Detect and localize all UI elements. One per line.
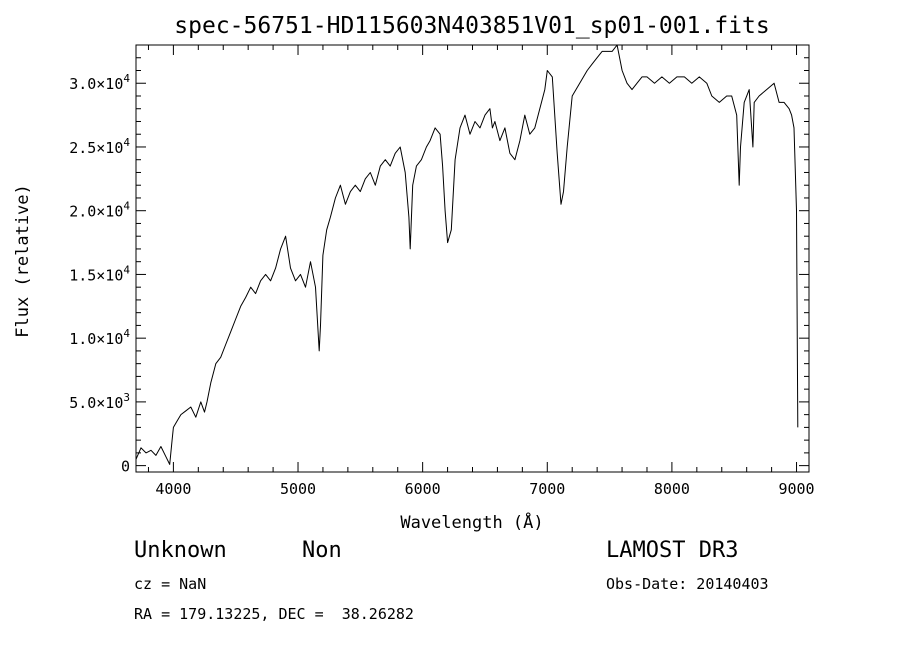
- x-axis-label: Wavelength (Å): [400, 511, 543, 533]
- y-tick-label: 5.0×103: [69, 391, 130, 412]
- y-tick-label: 1.0×104: [69, 327, 130, 348]
- x-tick-label: 9000: [778, 480, 814, 498]
- y-tick-label: 3.0×104: [69, 72, 130, 93]
- plot-frame: [135, 44, 810, 473]
- object-subclass: Non: [302, 538, 342, 563]
- y-tick-label: 2.5×104: [69, 136, 130, 157]
- x-axis: 4000 5000 6000 7000 8000 9000: [147, 45, 815, 498]
- x-tick-label: 8000: [654, 480, 690, 498]
- y-tick-label: 0: [121, 458, 130, 476]
- coordinates-readout: RA = 179.13225, DEC = 38.26282: [134, 605, 414, 623]
- spectrum-line: [135, 44, 799, 465]
- x-tick-label: 7000: [529, 480, 565, 498]
- object-class: Unknown: [134, 538, 227, 563]
- y-axis-label: Flux (relative): [13, 184, 33, 338]
- x-tick-label: 4000: [155, 480, 191, 498]
- survey-name: LAMOST DR3: [606, 538, 739, 563]
- observation-date: Obs-Date: 20140403: [606, 575, 769, 593]
- x-tick-label: 5000: [280, 480, 316, 498]
- plot-area: [135, 44, 810, 473]
- chart-title: spec-56751-HD115603N403851V01_sp01-001.f…: [174, 13, 769, 39]
- y-axis: 0 5.0×103 1.0×104 1.5×104 2.0×104 2.5×104 3.0×…: [69, 57, 809, 476]
- redshift-readout: cz = NaN: [134, 575, 207, 593]
- x-tick-label: 6000: [405, 480, 441, 498]
- y-tick-label: 2.0×104: [69, 200, 130, 221]
- y-tick-label: 1.5×104: [69, 263, 130, 284]
